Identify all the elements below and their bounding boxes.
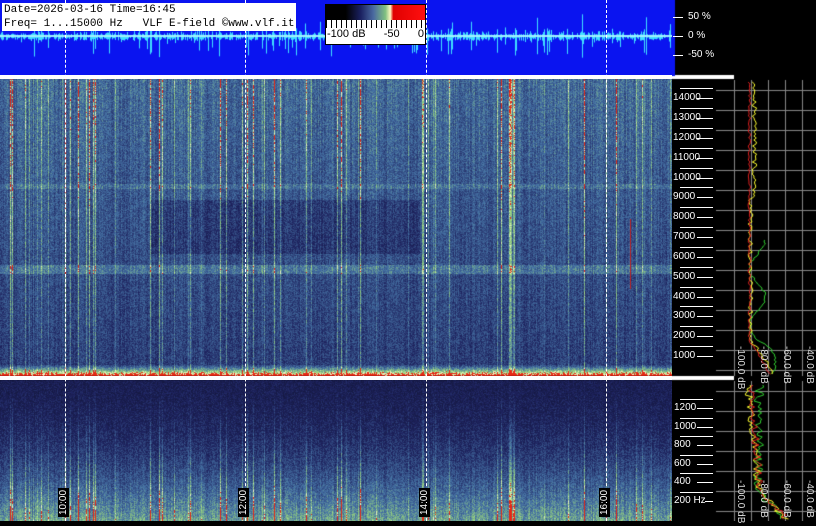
- amp-label: 0 %: [688, 30, 706, 41]
- freq-tick: [697, 137, 713, 139]
- freq-tick: [697, 118, 713, 120]
- freq-label: 8000: [673, 211, 696, 223]
- amp-label: -50 %: [688, 49, 715, 60]
- divider: [0, 376, 672, 380]
- freq-minor-tick: [680, 399, 713, 400]
- freq-label: 800: [674, 439, 691, 450]
- freq-minor-tick: [680, 473, 713, 474]
- freq-tick: [697, 426, 713, 428]
- freq-tick: [697, 197, 713, 199]
- cbar-label-min: -100 dB: [327, 28, 366, 40]
- amp-tick: [673, 36, 683, 37]
- date-time-label: Date=2026-03-16 Time=16:45: [4, 4, 176, 16]
- freq-minor-tick: [680, 207, 713, 209]
- db-label: -60.0 dB: [781, 346, 792, 384]
- freq-label: 6000: [673, 250, 696, 262]
- freq-label: 1200: [674, 402, 697, 413]
- db-label: -100.0 dB: [735, 346, 746, 390]
- freq-minor-tick: [680, 127, 713, 129]
- freq-minor-tick: [680, 187, 713, 189]
- freq-label: 10000: [673, 171, 701, 183]
- time-gridline: [426, 0, 427, 521]
- db-label: -40.0 dB: [804, 346, 815, 384]
- amp-tick: [673, 17, 683, 18]
- freq-source-label: Freq= 1...15000 Hz VLF E-field ©www.vlf.…: [4, 18, 295, 30]
- freq-label: 12000: [673, 131, 701, 143]
- divider: [0, 75, 672, 79]
- freq-minor-tick: [680, 266, 713, 268]
- freq-tick: [697, 482, 713, 483]
- spectrogram: [0, 79, 672, 521]
- freq-minor-tick: [680, 88, 713, 90]
- freq-minor-tick: [680, 286, 713, 288]
- freq-minor-tick: [680, 346, 713, 348]
- color-ticks: [326, 20, 425, 28]
- freq-tick: [697, 445, 713, 446]
- freq-minor-tick: [680, 454, 713, 456]
- freq-label: 5000: [673, 270, 696, 282]
- time-label: 10:00: [58, 487, 69, 517]
- time-gridline: [65, 0, 66, 521]
- freq-minor-tick: [680, 167, 713, 169]
- db-label: -80.0 dB: [758, 346, 769, 384]
- amp-label: 50 %: [688, 11, 711, 22]
- freq-minor-tick: [680, 491, 713, 493]
- time-label: 12:00: [238, 487, 249, 517]
- freq-minor-tick: [680, 246, 713, 248]
- spectrum-profile: [672, 0, 816, 521]
- freq-minor-tick: [680, 417, 713, 419]
- cbar-label-max: 0: [417, 28, 424, 40]
- freq-label: 600: [674, 457, 691, 469]
- color-scale: -100 dB -50 0: [325, 4, 426, 45]
- freq-minor-tick: [680, 108, 713, 110]
- time-gridline: [245, 0, 246, 521]
- freq-label: 7000: [673, 231, 696, 243]
- freq-tick: [697, 463, 713, 465]
- freq-tick: [697, 217, 713, 219]
- freq-tick: [697, 408, 713, 409]
- freq-minor-tick: [680, 306, 713, 308]
- freq-tick: [697, 237, 713, 239]
- freq-label: 3000: [673, 310, 696, 322]
- time-label: 16:00: [599, 487, 610, 517]
- spectrum-panel: [672, 0, 816, 521]
- freq-tick: [697, 316, 713, 318]
- freq-tick: [697, 256, 713, 258]
- color-gradient: [326, 5, 425, 20]
- amp-tick: [673, 55, 683, 56]
- freq-tick: [697, 157, 713, 159]
- freq-label: 1000: [674, 420, 697, 432]
- freq-minor-tick: [680, 147, 713, 149]
- freq-label: 11000: [673, 151, 701, 163]
- freq-label: 200 Hz: [674, 494, 706, 506]
- freq-minor-tick: [680, 227, 713, 229]
- freq-label: 2000: [673, 330, 696, 342]
- freq-label: 14000: [673, 92, 701, 104]
- db-label: -60.0 dB: [781, 480, 792, 518]
- header-info: Date=2026-03-16 Time=16:45 Freq= 1...150…: [2, 3, 297, 31]
- freq-tick: [697, 336, 713, 338]
- freq-label: 400: [674, 476, 691, 487]
- freq-tick: [705, 500, 713, 502]
- freq-tick: [697, 177, 713, 179]
- freq-tick: [697, 296, 713, 298]
- freq-label: 9000: [673, 191, 696, 203]
- freq-tick: [697, 98, 713, 100]
- db-label: -100.0 dB: [735, 480, 746, 524]
- freq-label: 4000: [673, 290, 696, 302]
- time-label: 14:00: [419, 487, 430, 517]
- time-gridline: [606, 0, 607, 521]
- freq-tick: [697, 276, 713, 278]
- freq-minor-tick: [680, 436, 713, 437]
- freq-label: 13000: [673, 112, 701, 124]
- cbar-label-mid: -50: [383, 28, 400, 40]
- db-label: -80.0 dB: [758, 480, 769, 518]
- db-label: -40.0 dB: [804, 480, 815, 518]
- freq-label: 1000: [673, 350, 696, 362]
- freq-tick: [697, 356, 713, 358]
- freq-minor-tick: [680, 326, 713, 328]
